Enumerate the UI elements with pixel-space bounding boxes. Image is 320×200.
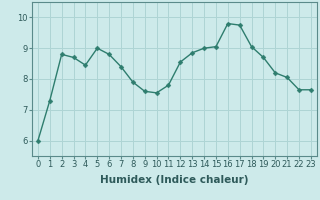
- X-axis label: Humidex (Indice chaleur): Humidex (Indice chaleur): [100, 175, 249, 185]
